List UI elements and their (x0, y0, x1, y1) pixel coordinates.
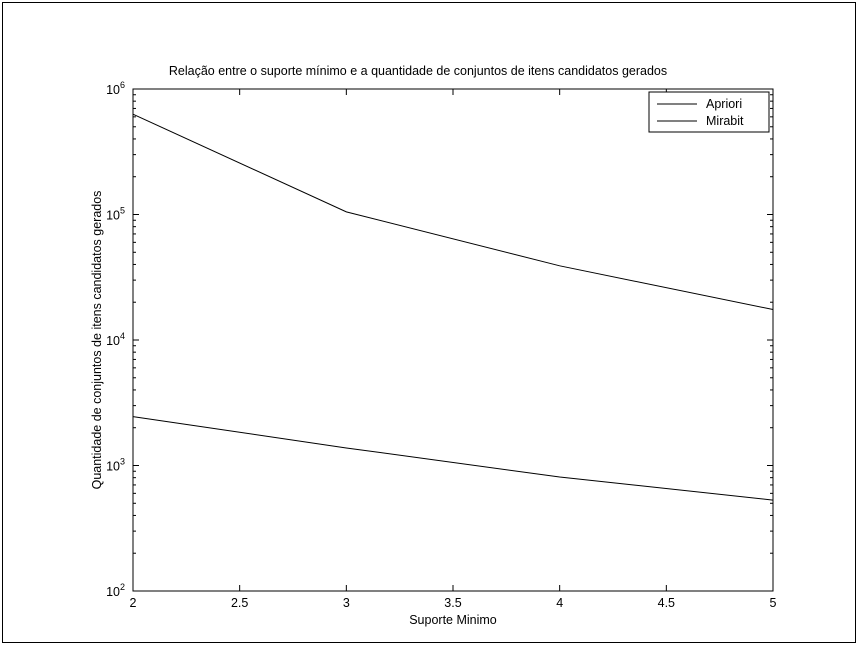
y-tick-base: 10 (106, 83, 120, 97)
x-tick-label: 2.5 (231, 596, 248, 610)
y-tick-label: 102 (106, 582, 125, 599)
y-tick-label: 105 (106, 206, 125, 223)
chart-title: Relação entre o suporte mínimo e a quant… (169, 64, 667, 78)
y-tick-exponent: 5 (120, 206, 125, 216)
x-tick-label: 3.5 (444, 596, 461, 610)
series-line-mirabit (132, 416, 774, 501)
y-tick-base: 10 (106, 460, 120, 474)
legend-box (648, 91, 770, 133)
plot-area (132, 88, 774, 592)
legend-label-mirabit: Mirabit (706, 114, 744, 128)
x-tick-label: 3 (343, 596, 350, 610)
x-axis-ticks: 2 2.5 3 3.5 4 4.5 5 (130, 89, 777, 610)
series-lines (132, 113, 774, 501)
y-tick-label: 106 (106, 80, 125, 97)
y-tick-label: 104 (106, 331, 125, 348)
x-tick-label: 2 (130, 596, 137, 610)
y-tick-base: 10 (106, 209, 120, 223)
x-tick-label: 4.5 (658, 596, 675, 610)
x-axis-label: Suporte Minimo (409, 613, 497, 627)
y-tick-exponent: 2 (120, 582, 125, 592)
x-tick-label: 4 (556, 596, 563, 610)
line-chart: Relação entre o suporte mínimo e a quant… (90, 64, 777, 627)
series-line-apriori (132, 113, 774, 310)
x-tick-label: 5 (770, 596, 777, 610)
y-axis-label: Quantidade de conjuntos de itens candida… (90, 191, 104, 490)
y-tick-exponent: 6 (120, 80, 125, 90)
y-tick-base: 10 (106, 585, 120, 599)
y-tick-label: 103 (106, 457, 125, 474)
y-tick-exponent: 4 (120, 331, 125, 341)
y-tick-base: 10 (106, 334, 120, 348)
legend: Apriori Mirabit (648, 91, 770, 133)
y-tick-exponent: 3 (120, 457, 125, 467)
legend-label-apriori: Apriori (706, 97, 742, 111)
